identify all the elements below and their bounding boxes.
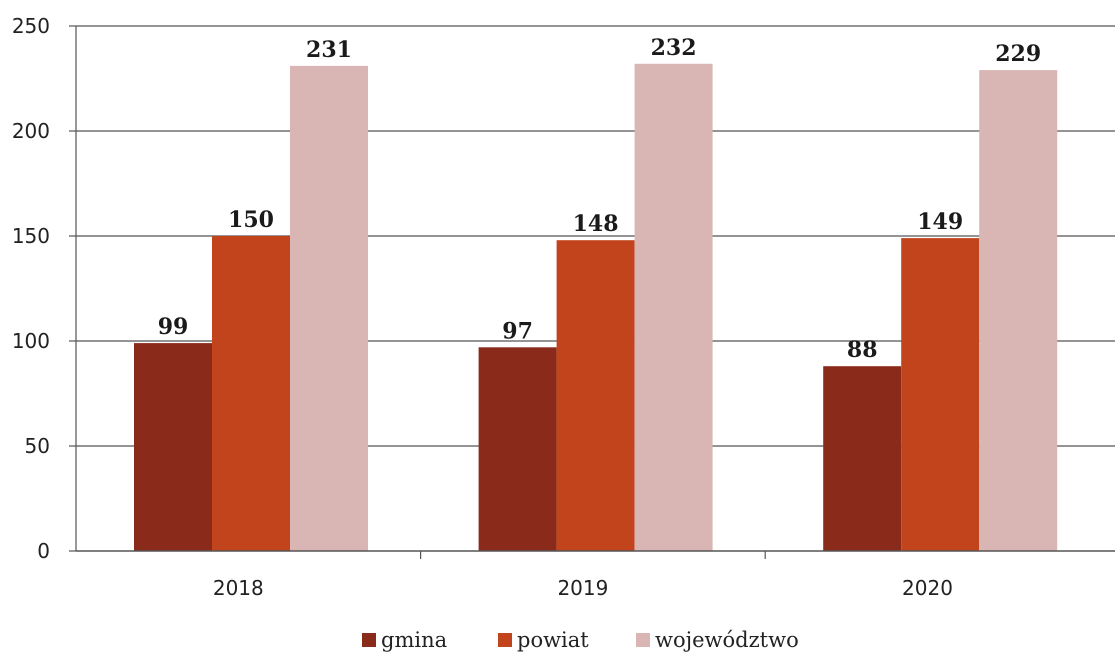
data-label: 232 (651, 35, 697, 61)
bar (823, 366, 902, 551)
legend-swatch (498, 633, 512, 647)
legend-swatch (636, 633, 650, 647)
axes: 0 50 100 150 200 250 2018 2019 2020 (12, 14, 1115, 600)
y-tick-label: 250 (12, 14, 50, 38)
data-label: 231 (306, 37, 352, 63)
data-label: 97 (502, 318, 533, 344)
bar (478, 347, 557, 551)
x-tick-label: 2019 (557, 576, 608, 600)
bars (134, 63, 1058, 552)
data-label: 149 (917, 209, 963, 235)
y-tick-label: 150 (12, 224, 50, 248)
x-tick-label: 2020 (902, 576, 953, 600)
data-label: 150 (228, 207, 274, 233)
legend: gmina powiat województwo (362, 628, 799, 652)
bar (979, 70, 1058, 551)
data-label: 88 (847, 337, 878, 363)
y-tick-label: 50 (25, 434, 50, 458)
bar (290, 65, 368, 552)
bar (134, 343, 212, 551)
bar (556, 240, 635, 551)
labels: 99 150 231 97 148 232 88 149 229 (158, 35, 1041, 363)
legend-label: województwo (655, 628, 799, 652)
y-tick-label: 0 (37, 539, 50, 563)
legend-label: gmina (381, 628, 447, 652)
bar (634, 63, 713, 552)
data-label: 229 (995, 41, 1041, 67)
data-label: 148 (573, 211, 619, 237)
legend-swatch (362, 633, 376, 647)
bar (212, 236, 290, 551)
y-tick-label: 200 (12, 119, 50, 143)
legend-label: powiat (517, 628, 589, 652)
bar (901, 238, 980, 551)
data-label: 99 (158, 314, 189, 340)
y-tick-label: 100 (12, 329, 50, 353)
x-tick-label: 2018 (213, 576, 264, 600)
